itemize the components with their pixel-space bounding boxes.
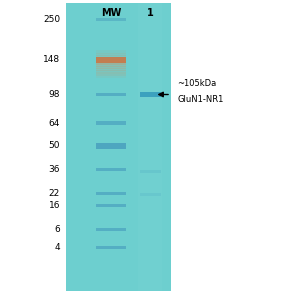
Bar xyxy=(96,66,126,69)
Bar xyxy=(96,61,126,65)
Bar xyxy=(96,57,126,63)
Bar xyxy=(96,18,126,21)
Bar xyxy=(140,193,160,196)
Text: 148: 148 xyxy=(43,56,60,64)
Text: 4: 4 xyxy=(54,243,60,252)
Bar xyxy=(140,92,160,97)
Bar xyxy=(96,72,126,76)
Bar xyxy=(96,142,126,148)
Text: 1: 1 xyxy=(147,8,153,17)
Bar xyxy=(96,121,126,125)
Bar xyxy=(96,59,126,63)
Bar xyxy=(96,74,126,78)
Bar xyxy=(96,64,126,67)
Bar xyxy=(96,191,126,196)
Bar xyxy=(96,245,126,250)
Bar xyxy=(138,3,162,291)
Text: GluN1-NR1: GluN1-NR1 xyxy=(177,95,224,104)
Bar xyxy=(96,57,126,61)
Bar xyxy=(96,68,126,71)
Text: 50: 50 xyxy=(49,141,60,150)
Text: MW: MW xyxy=(101,8,121,17)
Bar xyxy=(96,55,126,58)
Text: 64: 64 xyxy=(49,118,60,127)
Bar xyxy=(96,70,126,74)
Text: 250: 250 xyxy=(43,15,60,24)
Bar xyxy=(96,50,126,54)
Bar xyxy=(96,227,126,232)
Bar xyxy=(96,92,126,96)
Bar xyxy=(96,167,126,171)
Bar xyxy=(66,3,171,291)
Text: 16: 16 xyxy=(49,201,60,210)
Text: 6: 6 xyxy=(54,225,60,234)
Bar xyxy=(140,170,160,173)
Bar xyxy=(96,203,126,208)
Bar xyxy=(96,52,126,56)
Text: 36: 36 xyxy=(49,165,60,174)
Text: ~105kDa: ~105kDa xyxy=(177,79,216,88)
Text: 98: 98 xyxy=(49,90,60,99)
Text: 22: 22 xyxy=(49,189,60,198)
